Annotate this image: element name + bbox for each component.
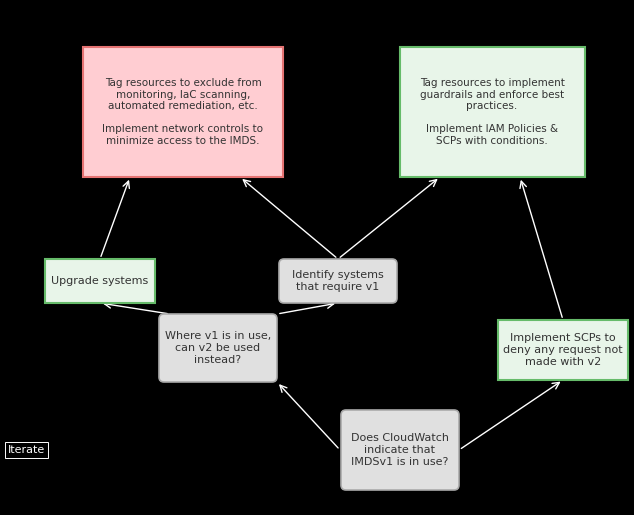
Text: Identify systems
that require v1: Identify systems that require v1 (292, 270, 384, 292)
Text: Implement SCPs to
deny any request not
made with v2: Implement SCPs to deny any request not m… (503, 333, 623, 367)
FancyBboxPatch shape (159, 314, 277, 382)
FancyBboxPatch shape (341, 410, 459, 490)
Bar (498, 320, 628, 380)
Text: Iterate: Iterate (8, 445, 45, 455)
Text: Upgrade systems: Upgrade systems (51, 276, 148, 286)
Text: Does CloudWatch
indicate that
IMDSv1 is in use?: Does CloudWatch indicate that IMDSv1 is … (351, 434, 449, 467)
Text: Tag resources to exclude from
monitoring, IaC scanning,
automated remediation, e: Tag resources to exclude from monitoring… (103, 78, 264, 146)
Bar (83, 47, 283, 177)
Text: Tag resources to implement
guardrails and enforce best
practices.

Implement IAM: Tag resources to implement guardrails an… (420, 78, 564, 146)
FancyBboxPatch shape (279, 259, 397, 303)
Bar (399, 47, 585, 177)
Bar (45, 259, 155, 303)
Text: Where v1 is in use,
can v2 be used
instead?: Where v1 is in use, can v2 be used inste… (165, 331, 271, 365)
